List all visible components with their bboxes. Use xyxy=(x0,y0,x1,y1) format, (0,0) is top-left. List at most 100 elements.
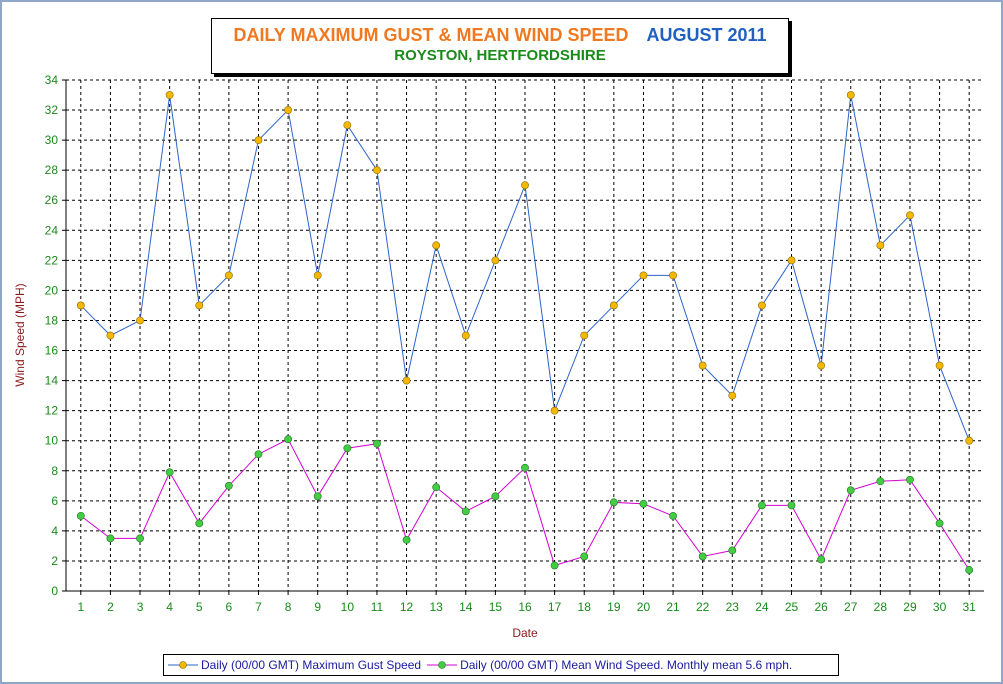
data-point-mean xyxy=(136,534,144,543)
x-tick-label: 11 xyxy=(371,600,384,614)
data-point-gust xyxy=(284,106,292,114)
grid-lines xyxy=(66,79,984,591)
legend-entry-gust: Daily (00/00 GMT) Maximum Gust Speed xyxy=(168,658,421,672)
data-point-mean xyxy=(402,536,411,544)
x-tick-label: 5 xyxy=(196,600,203,614)
data-point-mean xyxy=(876,477,885,486)
x-tick-label: 7 xyxy=(255,600,262,614)
data-point-gust xyxy=(521,181,529,190)
y-tick-label: 32 xyxy=(45,103,59,117)
data-point-gust xyxy=(876,241,885,250)
y-axis-title: Wind Speed (MPH) xyxy=(13,283,27,386)
data-point-mean xyxy=(935,519,944,528)
data-point-mean xyxy=(698,552,707,561)
x-tick-label: 4 xyxy=(166,600,173,614)
legend-swatch-gust xyxy=(168,661,198,669)
chart-title-date: AUGUST 2011 xyxy=(646,25,767,45)
data-point-mean xyxy=(373,439,381,448)
data-point-gust xyxy=(106,331,115,340)
data-point-mean xyxy=(817,555,826,564)
data-point-mean xyxy=(580,552,589,561)
data-point-mean xyxy=(609,498,618,507)
y-tick-label: 16 xyxy=(45,344,59,358)
y-tick-label: 34 xyxy=(45,73,59,87)
x-tick-label: 24 xyxy=(755,600,769,614)
data-point-mean xyxy=(965,566,974,574)
data-point-mean xyxy=(284,435,292,444)
data-point-gust xyxy=(432,241,441,250)
y-tick-label: 28 xyxy=(45,163,59,177)
data-point-gust xyxy=(580,331,589,340)
y-tick-label: 14 xyxy=(45,374,59,388)
data-point-mean xyxy=(669,511,677,520)
y-tick-label: 12 xyxy=(45,404,59,418)
x-axis-title: Date xyxy=(512,626,538,640)
data-point-mean xyxy=(550,561,559,570)
data-point-gust xyxy=(758,301,766,310)
x-tick-label: 19 xyxy=(607,600,621,614)
data-point-mean xyxy=(521,463,529,472)
data-point-mean xyxy=(787,501,796,510)
data-point-gust xyxy=(935,361,944,370)
x-tick-label: 25 xyxy=(785,600,799,614)
x-tick-label: 12 xyxy=(400,600,414,614)
data-point-gust xyxy=(254,136,263,145)
data-point-mean xyxy=(195,519,204,528)
chart-title: DAILY MAXIMUM GUST & MEAN WIND SPEED xyxy=(233,25,629,45)
y-tick-label: 22 xyxy=(45,253,59,267)
x-tick-label: 29 xyxy=(903,600,917,614)
y-tick-label: 30 xyxy=(45,133,59,147)
x-tick-label: 10 xyxy=(341,600,355,614)
data-point-mean xyxy=(224,481,233,490)
data-point-mean xyxy=(254,450,263,459)
x-tick-label: 8 xyxy=(285,600,292,614)
x-tick-label: 30 xyxy=(933,600,947,614)
x-tick-label: 17 xyxy=(548,600,562,614)
data-point-mean xyxy=(639,499,648,508)
data-point-mean xyxy=(432,483,441,492)
data-point-mean xyxy=(846,486,855,495)
x-tick-label: 9 xyxy=(314,600,321,614)
data-point-gust xyxy=(76,301,85,310)
x-tick-label: 18 xyxy=(578,600,592,614)
data-point-mean xyxy=(165,468,174,477)
x-tick-label: 14 xyxy=(459,600,473,614)
data-point-gust xyxy=(195,301,204,310)
data-point-gust xyxy=(965,436,974,445)
y-tick-label: 18 xyxy=(45,313,59,327)
x-tick-label: 16 xyxy=(518,600,532,614)
chart-title-box: DAILY MAXIMUM GUST & MEAN WIND SPEED AUGU… xyxy=(211,18,789,74)
data-point-gust xyxy=(846,91,855,99)
data-point-mean xyxy=(343,444,352,453)
legend-label-gust: Daily (00/00 GMT) Maximum Gust Speed xyxy=(201,658,422,672)
x-tick-label: 20 xyxy=(637,600,651,614)
data-point-mean xyxy=(461,507,470,516)
data-point-gust xyxy=(461,331,470,340)
y-tick-label: 20 xyxy=(45,283,59,297)
data-point-gust xyxy=(550,406,559,415)
y-tick-label: 2 xyxy=(51,554,58,568)
data-point-gust xyxy=(609,301,618,310)
data-point-gust xyxy=(343,121,352,129)
data-point-gust xyxy=(906,211,914,220)
y-tick-label: 4 xyxy=(51,524,58,538)
y-tick-label: 6 xyxy=(51,494,58,508)
x-tick-label: 31 xyxy=(963,600,977,614)
data-point-mean xyxy=(728,546,737,555)
data-point-gust xyxy=(728,391,737,400)
chart-legend: Daily (00/00 GMT) Maximum Gust Speed Dai… xyxy=(163,654,839,676)
x-tick-label: 1 xyxy=(77,600,84,614)
data-point-mean xyxy=(758,501,766,510)
data-point-gust xyxy=(402,376,411,385)
x-tick-label: 28 xyxy=(874,600,888,614)
data-point-mean xyxy=(491,492,500,501)
y-tick-label: 26 xyxy=(45,193,59,207)
data-point-gust xyxy=(136,316,144,325)
data-point-gust xyxy=(698,361,707,370)
series-layer xyxy=(76,91,974,574)
data-point-mean xyxy=(906,475,914,484)
x-tick-label: 13 xyxy=(429,600,443,614)
data-point-gust xyxy=(491,256,500,265)
x-tick-label: 26 xyxy=(814,600,828,614)
